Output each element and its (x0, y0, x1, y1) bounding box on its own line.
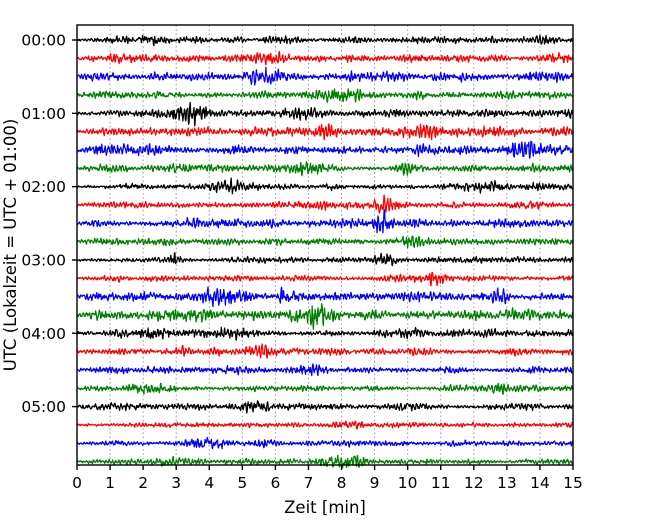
trace-0200 (76, 177, 574, 195)
trace-0515 (76, 420, 574, 430)
trace-0245 (76, 235, 574, 249)
x-gridlines (109, 25, 541, 465)
xtick-label-6: 6 (270, 474, 280, 492)
trace-0430 (76, 363, 574, 377)
xtick-label-7: 7 (304, 474, 314, 492)
trace-0000 (76, 34, 574, 47)
xtick-label-13: 13 (497, 474, 517, 492)
trace-lines (76, 34, 574, 469)
xtick-label-0: 0 (72, 474, 82, 492)
xtick-label-5: 5 (237, 474, 247, 492)
xtick-label-11: 11 (431, 474, 451, 492)
trace-0345 (76, 303, 574, 330)
trace-0545 (76, 454, 574, 469)
ytick-label-0100: 01:00 (21, 105, 66, 123)
trace-0015 (76, 50, 574, 66)
ytick-label-0400: 04:00 (21, 325, 66, 343)
trace-0500 (76, 400, 574, 414)
ytick-label-0300: 03:00 (21, 251, 66, 269)
plot-frame (76, 24, 574, 466)
xtick-label-2: 2 (138, 474, 148, 492)
trace-0045 (76, 88, 574, 103)
trace-0300 (76, 252, 574, 267)
xtick-label-8: 8 (337, 474, 347, 492)
trace-0400 (76, 326, 574, 341)
xtick-label-10: 10 (398, 474, 418, 492)
xtick-label-14: 14 (530, 474, 550, 492)
xtick-label-9: 9 (370, 474, 380, 492)
trace-0315 (76, 271, 574, 287)
trace-0130 (76, 140, 574, 159)
xtick-label-1: 1 (105, 474, 115, 492)
trace-0030 (76, 66, 574, 86)
y-axis-label: UTC (Lokalzeit = UTC + 01:00) (1, 119, 20, 372)
y-axis-ticks: 00:00 01:00 02:00 03:00 04:00 05:00 (21, 32, 77, 416)
trace-0415 (76, 343, 574, 359)
trace-0215 (76, 194, 574, 214)
x-axis-ticks: 0 1 2 3 4 5 6 7 8 9 10 11 12 13 14 15 (72, 465, 583, 492)
xtick-label-4: 4 (204, 474, 214, 492)
xtick-label-12: 12 (464, 474, 484, 492)
trace-0145 (76, 161, 574, 177)
trace-0445 (76, 382, 574, 395)
trace-0330 (76, 286, 574, 308)
trace-0100 (76, 101, 574, 127)
xtick-label-15: 15 (563, 474, 583, 492)
ytick-label-0500: 05:00 (21, 398, 66, 416)
trace-0115 (76, 123, 574, 141)
ytick-label-0200: 02:00 (21, 178, 66, 196)
trace-0230 (76, 208, 574, 234)
x-axis-label: Zeit [min] (284, 498, 366, 517)
trace-0530 (76, 436, 574, 450)
xtick-label-3: 3 (171, 474, 181, 492)
ytick-label-0000: 00:00 (21, 32, 66, 50)
